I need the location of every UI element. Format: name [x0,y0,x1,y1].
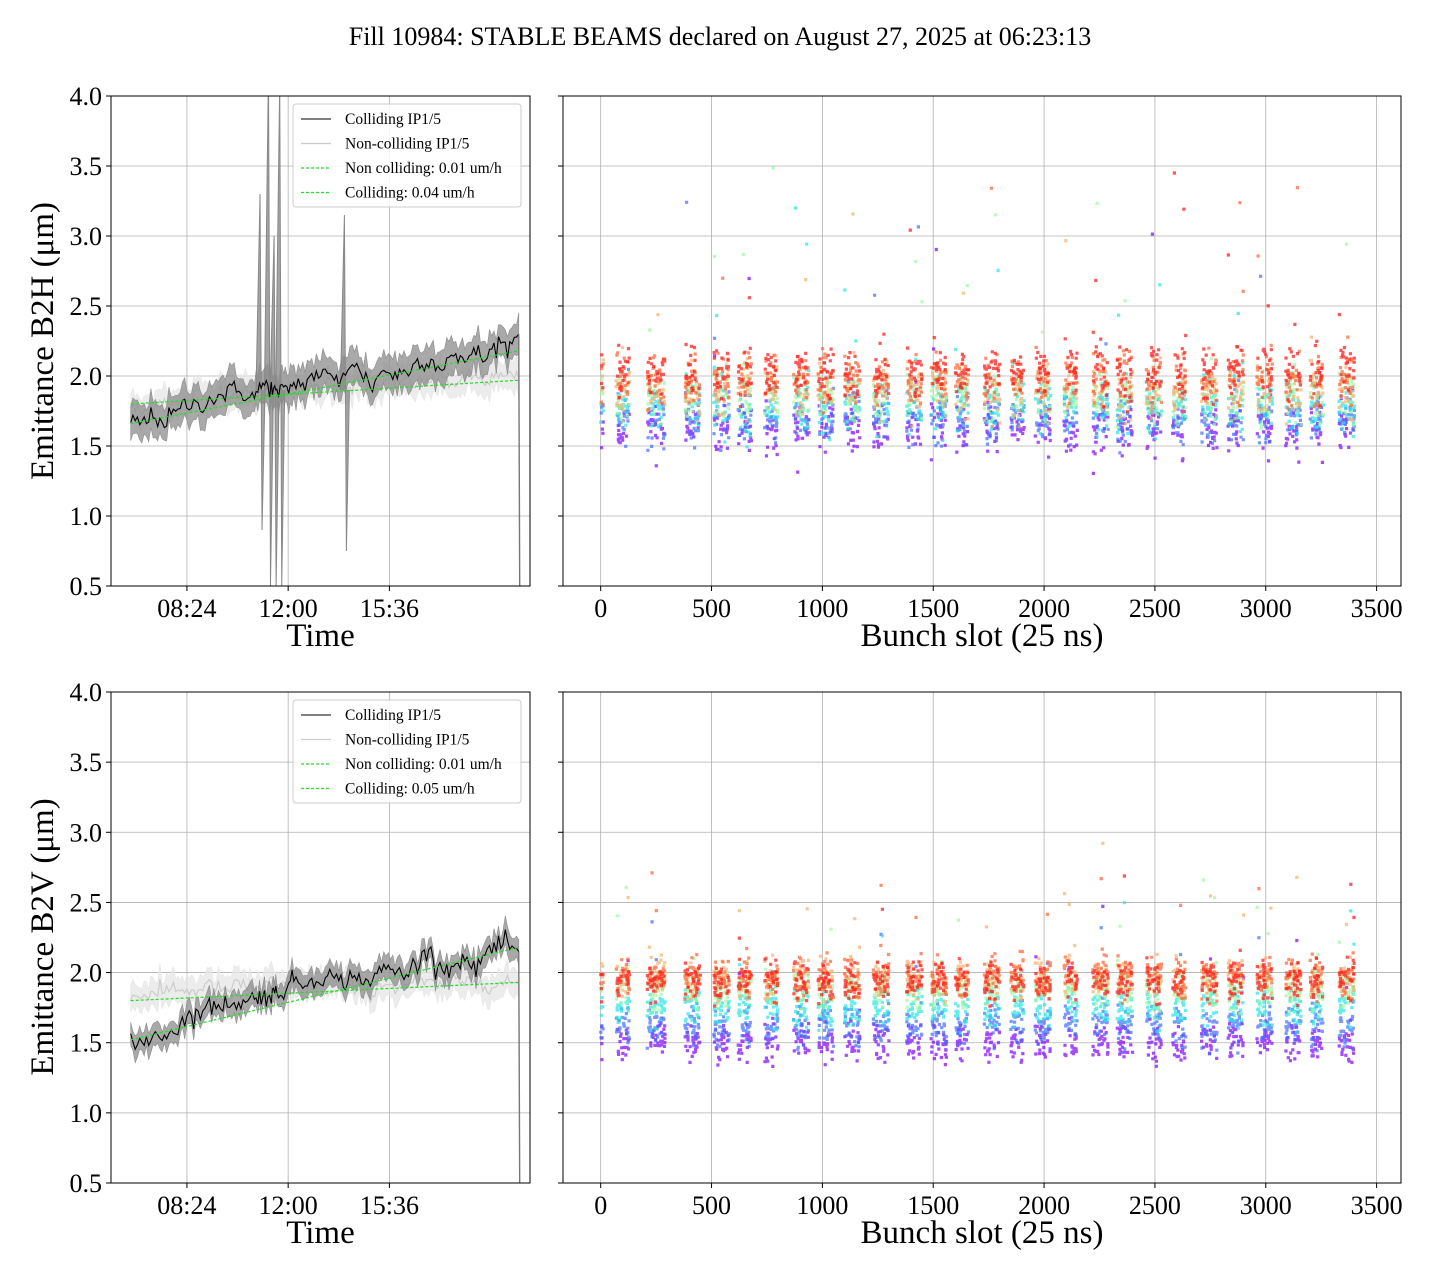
bottom-right-plot-area [599,841,1356,1068]
top-right-xtick-label: 1000 [796,594,848,623]
top-left-ylabel: Emittance B2H (μm) [25,202,61,480]
top-right-plot-area [599,166,1356,475]
top-left-legend-entry: Colliding: 0.04 um/h [345,185,475,202]
top-left-xlabel: Time [286,618,354,654]
bottom-left-legend-entry: Colliding IP1/5 [345,707,441,724]
bottom-left-colliding-line [130,929,520,1051]
top-left-xtick-label: 15:36 [360,594,419,623]
top-left-spike [339,214,350,552]
top-left-ytick-label: 1.5 [70,432,103,461]
bottom-left-colliding-fit [130,946,519,1041]
top-right-axes-frame [562,95,1402,587]
bottom-right-bunch-points-3 [599,878,1356,1021]
top-left-end-drop [518,333,521,586]
bottom-left-legend-entry: Non-colliding IP1/5 [345,732,470,749]
bottom-left-legend-box [292,699,522,804]
top-left-ytick-label: 4.0 [70,82,103,111]
bottom-right-xtick-label: 1000 [796,1191,848,1220]
top-left-xtick-label: 12:00 [259,594,318,623]
top-left-xtick-label: 08:24 [157,594,216,623]
top-left-spike [275,96,286,586]
bottom-right-xtick-label: 2500 [1129,1191,1181,1220]
bottom-left-ytick-label: 2.5 [70,888,103,917]
top-left-ytick-label: 1.0 [70,502,103,531]
top-left-colliding-fit [130,350,519,425]
bottom-left-end-drop [518,951,521,1183]
bottom-right-xtick-label: 1500 [907,1191,959,1220]
bottom-right-xlabel: Bunch slot (25 ns) [861,1215,1104,1251]
top-right-panel: Bunch slot (25 ns) 0 500 1000 1500 2000 2500 3… [558,95,1403,654]
top-right-xtick-label: 0 [594,594,607,623]
bottom-right-xtick-label: 2000 [1018,1191,1070,1220]
bottom-right-bunch-points-2 [599,901,1356,1035]
bottom-left-ylabel: Emittance B2V (μm) [25,798,61,1075]
bottom-left-plot-area [130,915,521,1183]
top-left-legend-entry: Colliding IP1/5 [345,111,441,128]
top-right-bunch-points-2 [599,206,1356,449]
top-left-ytick-label: 2.0 [70,362,103,391]
top-left-legend-box [292,103,522,208]
top-left-panel: Time Emittance B2H (μm) 0.5 1.0 1.5 2.0 2.5 3… [25,82,531,654]
bottom-left-ytick-label: 1.5 [70,1029,103,1058]
top-left-legend-entry: Non colliding: 0.01 um/h [345,160,502,177]
bottom-right-xtick-label: 3000 [1240,1191,1292,1220]
bottom-right-xtick-label: 500 [692,1191,731,1220]
top-right-xtick-label: 3500 [1351,594,1403,623]
bottom-left-ytick-label: 3.5 [70,748,103,777]
bottom-left-xtick-label: 15:36 [360,1191,419,1220]
bottom-left-legend-entry: Colliding: 0.05 um/h [345,781,475,798]
top-left-ytick-label: 3.0 [70,222,103,251]
bottom-right-bunch-points-4 [600,841,1356,1005]
top-right-xtick-label: 3000 [1240,594,1292,623]
bottom-right-axes-frame [562,691,1402,1184]
bottom-right-xtick-label: 3500 [1351,1191,1403,1220]
top-left-spike [255,193,266,531]
bottom-left-ytick-label: 0.5 [70,1169,103,1198]
top-left-axes-frame [110,95,531,587]
bottom-left-xtick-label: 08:24 [157,1191,216,1220]
top-right-bunch-points-5 [599,186,1355,415]
top-left-plot-area [130,96,521,586]
bottom-right-panel: Bunch slot (25 ns) 0 500 1000 1500 2000 2500 3… [558,691,1403,1251]
bottom-left-ytick-label: 3.0 [70,818,103,847]
bottom-left-axes-frame [110,691,531,1184]
bottom-left-ytick-label: 1.0 [70,1099,103,1128]
top-left-colliding-line [130,333,520,429]
top-left-legend-entry: Non-colliding IP1/5 [345,136,470,153]
top-right-xtick-label: 2000 [1018,594,1070,623]
top-left-spike [263,96,274,586]
top-right-xtick-label: 1500 [907,594,959,623]
bottom-left-panel: Time Emittance B2V (μm) 0.5 1.0 1.5 2.0 2.5 3… [25,678,531,1251]
top-left-ytick-label: 0.5 [70,572,103,601]
top-right-bunch-points-6 [600,171,1356,414]
bottom-right-xtick-label: 0 [594,1191,607,1220]
bottom-left-ytick-label: 4.0 [70,678,103,707]
top-right-xtick-label: 500 [692,594,731,623]
top-left-spike [269,235,280,586]
bottom-left-ytick-label: 2.0 [70,959,103,988]
top-right-xtick-label: 2500 [1129,594,1181,623]
bottom-left-xtick-label: 12:00 [259,1191,318,1220]
top-left-ytick-label: 3.5 [70,152,103,181]
figure-title: Fill 10984: STABLE BEAMS declared on Aug… [349,22,1092,51]
bottom-left-xlabel: Time [286,1215,354,1251]
top-right-xlabel: Bunch slot (25 ns) [861,618,1104,654]
bottom-left-legend-entry: Non colliding: 0.01 um/h [345,756,502,773]
top-left-ytick-label: 2.5 [70,292,103,321]
bottom-right-bunch-points-6 [599,874,1356,1008]
